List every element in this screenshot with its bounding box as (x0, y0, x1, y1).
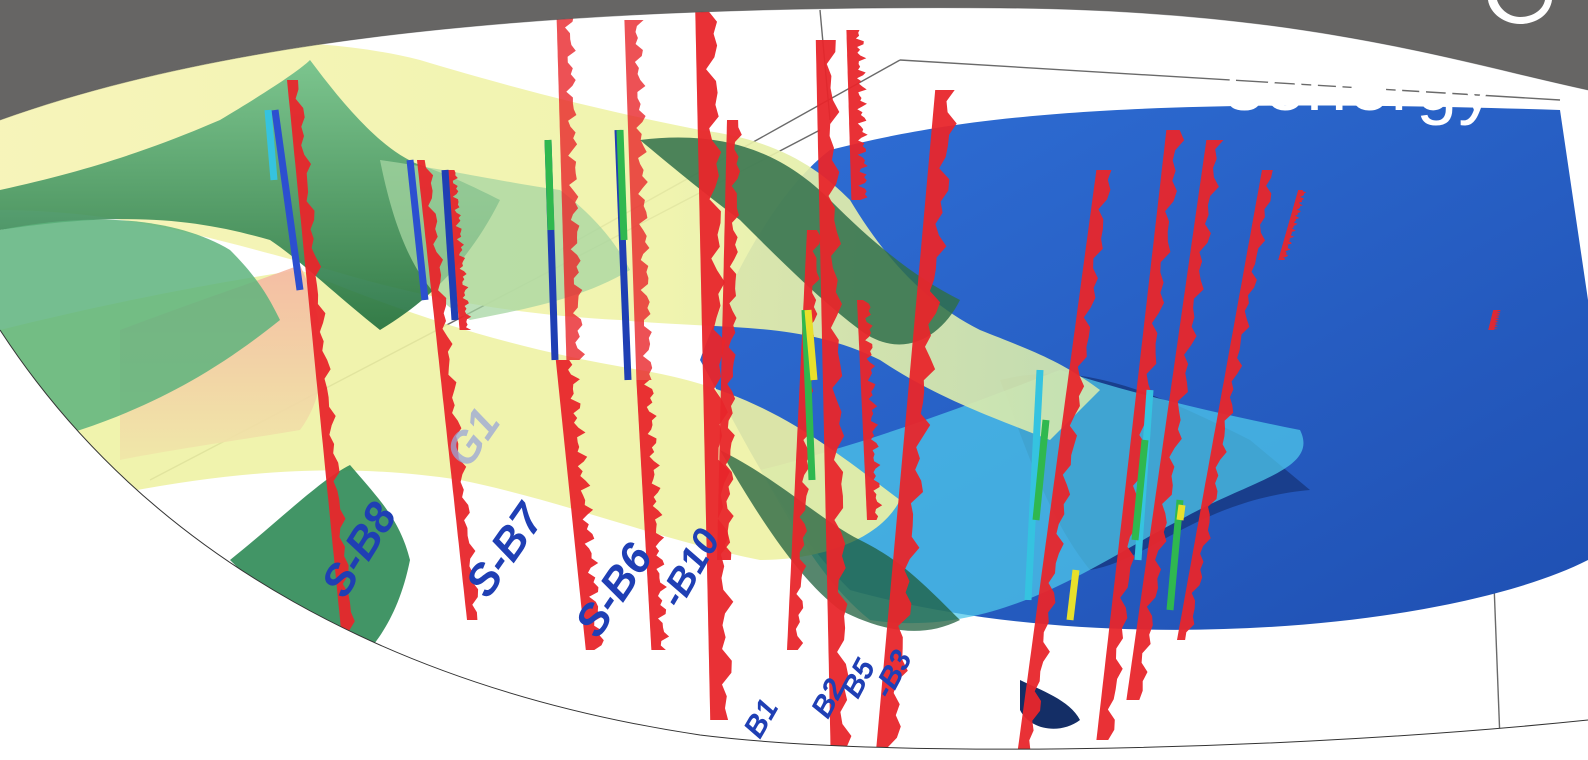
logo-swoosh-icon (1488, 0, 1552, 24)
well-log-group (264, 10, 1502, 750)
facies-strip (264, 109, 278, 181)
green-surface-upper-left (0, 60, 500, 330)
lens-outline-lower (0, 329, 1588, 750)
facies-strip (1176, 504, 1186, 521)
well-log-trace (1096, 130, 1185, 740)
facies-strip (616, 129, 628, 241)
brand-wordmark: senergy (1226, 43, 1496, 126)
senergy-logo: senergy (1226, 0, 1552, 126)
green-surface-left (0, 219, 280, 440)
well-log-trace (636, 380, 670, 650)
well-log-trace (556, 10, 585, 360)
green-surface-lower-left (230, 465, 410, 660)
well-log-trace (1016, 170, 1112, 750)
well-log-trace (717, 120, 742, 560)
well-log-trace (846, 30, 868, 200)
well-log-trace (1177, 170, 1273, 640)
lens-outline-upper (0, 7, 1588, 121)
facies-strip (1066, 569, 1080, 621)
well-log-trace (1488, 310, 1502, 330)
well-log-trace (875, 90, 957, 750)
facies-strip (1024, 369, 1044, 601)
facies-strip (1131, 439, 1149, 541)
well-log-trace (815, 40, 852, 750)
well-log-trace (555, 360, 604, 650)
well-log-trace (624, 20, 653, 380)
facies-strip (406, 159, 429, 301)
well-log-trace (445, 170, 472, 330)
well-log-trace (1126, 140, 1224, 700)
well-log-trace (857, 300, 883, 520)
facies-strip (804, 309, 818, 381)
facies-strip (271, 109, 304, 291)
facies-strip (801, 309, 816, 481)
facies-strip (1032, 419, 1050, 521)
facies-strip (544, 139, 555, 231)
facies-strip (441, 169, 459, 321)
well-log-trace (287, 80, 355, 640)
well-log-trace (1278, 190, 1307, 260)
well-log-trace (417, 160, 479, 620)
green-surface-centre (640, 137, 960, 345)
